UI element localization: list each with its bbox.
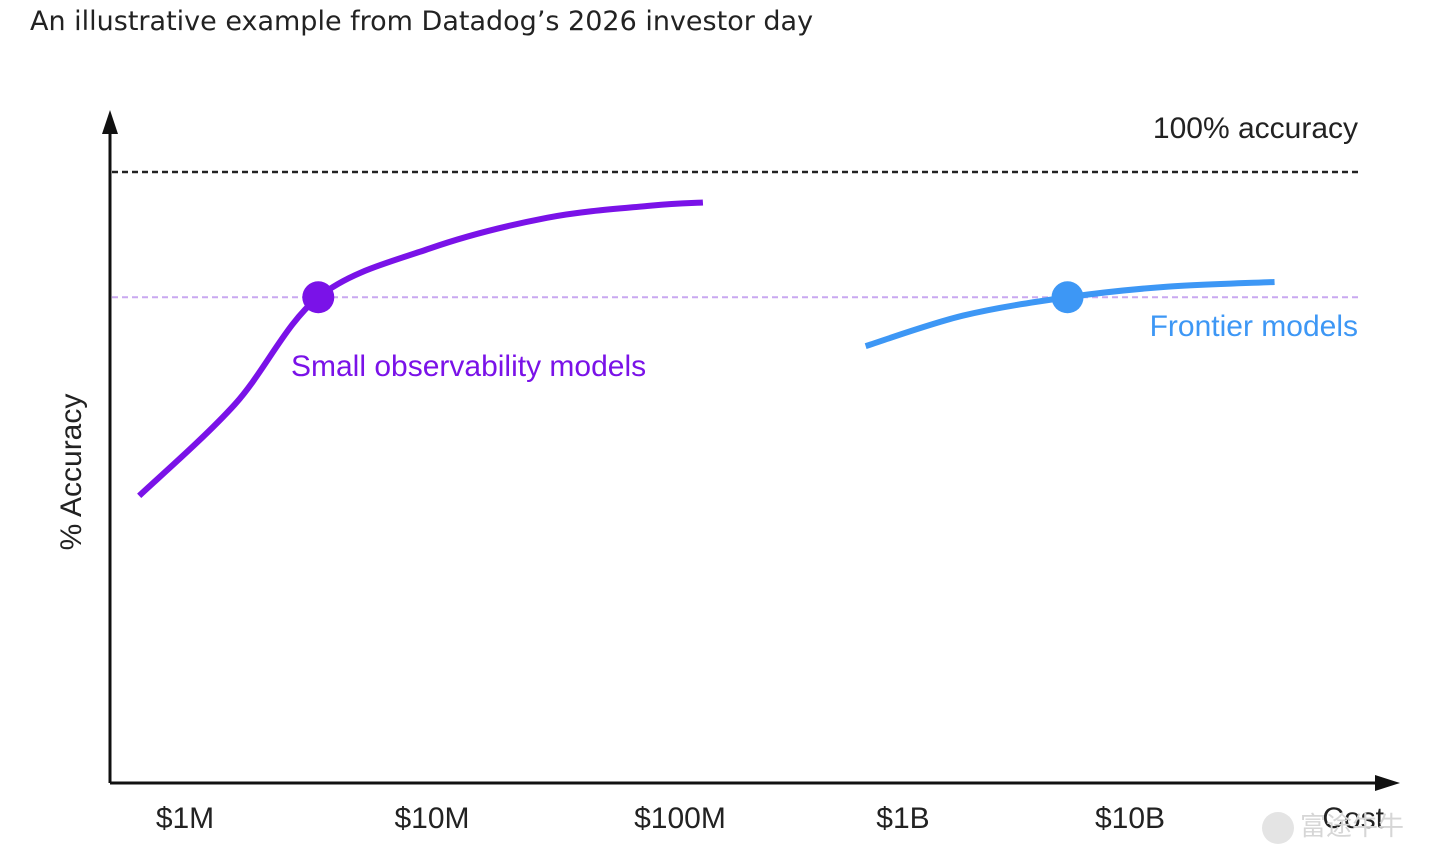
x-tick-label: $10B xyxy=(1095,802,1165,835)
series-highlight-point xyxy=(1051,281,1084,314)
x-tick-label: $100M xyxy=(634,802,726,835)
x-tick-label: $1B xyxy=(876,802,929,835)
x-axis-label: Cost xyxy=(1322,802,1384,835)
x-tick-label: $1M xyxy=(156,802,214,835)
series-group xyxy=(137,199,1275,498)
chart-subtitle: An illustrative example from Datadog’s 2… xyxy=(30,6,814,37)
reference-line-label: 100% accuracy xyxy=(1153,112,1358,145)
watermark-logo-icon xyxy=(1262,811,1294,844)
y-axis-arrow-icon xyxy=(102,110,118,134)
watermark-text: 富途牛牛 xyxy=(1300,812,1405,842)
y-axis-label: % Accuracy xyxy=(55,394,88,551)
axes xyxy=(102,110,1400,791)
series-highlight-point xyxy=(302,281,335,314)
watermark: 富途牛牛 xyxy=(1262,806,1404,844)
labels-group: $1M $10M $100M $1B $10B Cost % Accuracy 100% ac… xyxy=(55,112,1385,835)
x-axis-arrow-icon xyxy=(1375,775,1400,791)
reference-lines xyxy=(112,170,1358,299)
x-tick-label: $10M xyxy=(394,802,469,835)
series-label: Frontier models xyxy=(1150,310,1358,343)
series-line xyxy=(137,199,704,498)
series-label: Small observability models xyxy=(291,350,646,383)
